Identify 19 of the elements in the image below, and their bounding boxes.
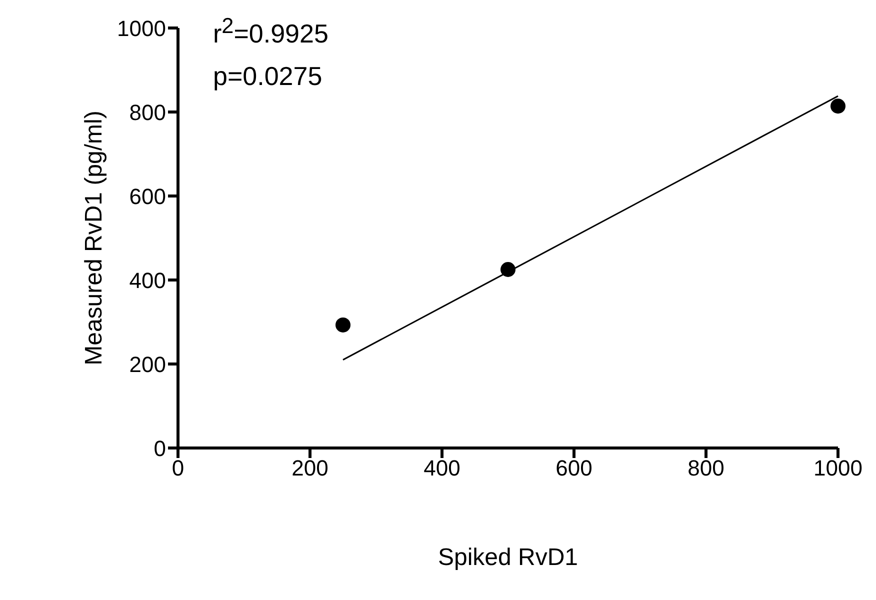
annotation: p=0.0275 [213, 61, 322, 92]
y-tick-label: 600 [129, 184, 166, 209]
x-tick-label: 600 [556, 456, 592, 481]
x-tick-label: 1000 [814, 456, 862, 481]
y-tick-label: 400 [129, 268, 166, 293]
point [336, 317, 350, 332]
y-tick-label: 1000 [117, 16, 166, 41]
x-tick-label: 800 [688, 456, 724, 481]
annotation: r$^{2}$=0.9925 [213, 13, 328, 50]
x-tick-label: 200 [292, 456, 328, 481]
x-axis-title: Spiked RvD1 [438, 544, 578, 572]
point [500, 262, 516, 277]
point [830, 98, 846, 114]
y-tick-label: 800 [129, 100, 166, 125]
x-tick-label: 0 [172, 456, 184, 481]
y-axis-title: Measured RvD1 (pg/ml) [80, 110, 108, 366]
y-tick-label: 200 [129, 352, 166, 377]
x-tick-label: 400 [424, 456, 460, 481]
y-tick-label: 0 [154, 436, 166, 461]
